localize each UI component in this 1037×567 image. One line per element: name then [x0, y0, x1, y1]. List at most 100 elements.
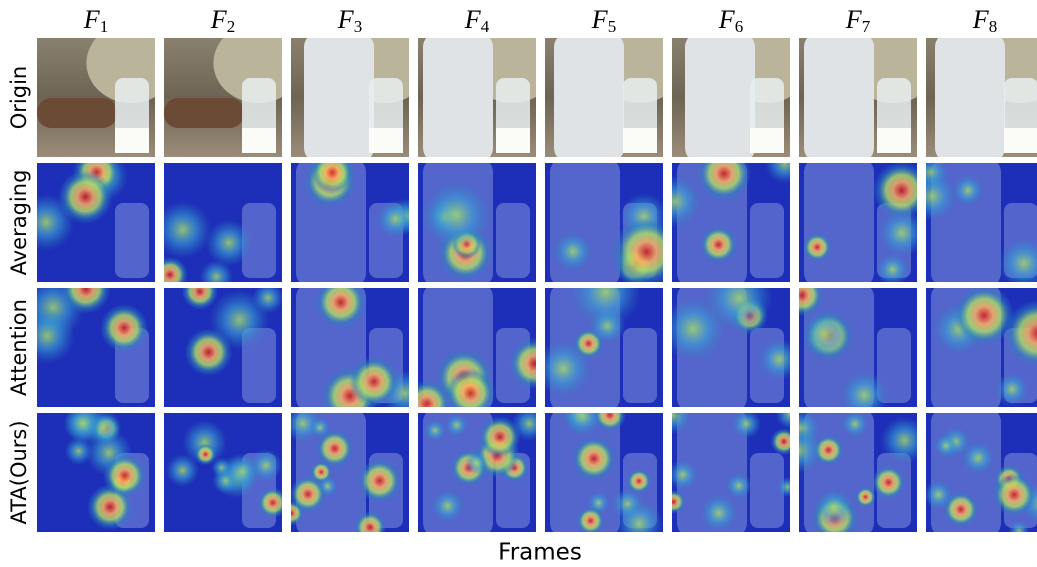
frame-content: [907, 155, 1037, 289]
column-symbol: F: [718, 5, 736, 34]
frame-image: [37, 402, 155, 532]
white-bottle: [304, 33, 374, 162]
heat-blob: [802, 312, 848, 358]
heat-blob: [726, 473, 752, 499]
white-bottle: [804, 33, 874, 162]
heat-blob: [311, 461, 333, 483]
heat-blob: [992, 473, 1035, 516]
milk: [1004, 128, 1037, 153]
frame-image: [418, 158, 536, 287]
baby-bottle-tint: [496, 203, 530, 278]
column-header: F3: [337, 5, 362, 36]
column-symbol: F: [845, 5, 863, 34]
heat-blob: [572, 436, 616, 480]
baby-bottle-tint: [115, 203, 149, 278]
frame-content: [164, 23, 303, 157]
frame-image: [649, 144, 805, 287]
milk: [623, 128, 657, 153]
white-bottle: [423, 33, 493, 162]
column-header: F8: [972, 5, 997, 36]
column-subscript: 6: [735, 17, 744, 36]
heat-blob: [465, 451, 488, 474]
heat-blob: [700, 226, 737, 263]
frame-image: [291, 277, 429, 425]
column-header: F1: [83, 5, 108, 36]
column-symbol: F: [464, 5, 482, 34]
heat-blob: [103, 454, 146, 497]
frame-image: [545, 23, 684, 162]
frame-content: [279, 405, 409, 544]
image-grid: [18, 23, 1037, 547]
frame-image: [152, 163, 282, 293]
heat-blob: [662, 490, 686, 514]
column-subscript: 7: [862, 17, 871, 36]
frame-content: [418, 406, 547, 537]
heat-blob: [535, 340, 592, 397]
row-label: ATA(Ours): [7, 420, 31, 524]
heat-blob: [358, 459, 402, 503]
heat-blob: [616, 500, 663, 547]
frame-content: [661, 264, 800, 412]
heat-blob: [252, 282, 283, 313]
figure: Frames F1F2F3F4F5F6F7F8OriginAveragingAt…: [0, 0, 1037, 567]
heat-blob: [376, 200, 415, 239]
column-header: F2: [210, 5, 235, 36]
heat-blob: [803, 233, 832, 262]
baby-bottle-tint: [623, 328, 657, 403]
heat-blob: [855, 487, 876, 508]
heat-blob: [166, 454, 199, 487]
heat-blob: [185, 329, 232, 376]
column-header: F6: [718, 5, 743, 36]
heat-blob: [881, 417, 928, 464]
heat-blob: [1008, 520, 1029, 541]
frame-image: [164, 273, 284, 407]
frame-content: [291, 23, 430, 162]
frame-content: [291, 277, 429, 425]
heat-blob: [211, 458, 231, 478]
heat-blob: [873, 162, 930, 219]
frame-content: [545, 23, 684, 162]
frame-content: [781, 274, 917, 419]
frame-content: [18, 149, 155, 282]
heat-blob: [421, 180, 491, 250]
column-subscript: 8: [989, 17, 998, 36]
arm: [164, 98, 244, 128]
heat-blob: [814, 488, 853, 527]
heat-blob: [445, 368, 495, 418]
frame-image: [799, 23, 938, 162]
heat-blob: [424, 419, 446, 441]
heat-blob: [445, 414, 468, 437]
frame-image: [418, 23, 557, 162]
frame-image: [403, 283, 561, 427]
frame-image: [799, 158, 930, 287]
frame-content: [924, 408, 1037, 542]
frame-image: [164, 413, 288, 532]
frame-image: [545, 158, 681, 287]
frame-image: [661, 264, 800, 412]
heat-blob: [732, 409, 762, 439]
row-label: Attention: [7, 299, 31, 396]
white-bottle: [554, 33, 624, 162]
frame-content: [37, 402, 155, 532]
frame-content: [776, 408, 928, 541]
white-bottle: [685, 33, 755, 162]
heat-blob: [479, 416, 521, 458]
frame-image: [672, 23, 811, 162]
heat-blob: [840, 371, 888, 419]
heat-blob: [953, 175, 984, 206]
heat-blob: [627, 469, 652, 494]
frame-image: [545, 396, 663, 547]
column-subscript: 1: [100, 17, 109, 36]
frame-image: [291, 23, 430, 162]
column-symbol: F: [591, 5, 609, 34]
frame-image: [164, 23, 303, 157]
row-label: Averaging: [7, 170, 31, 276]
heat-blob: [576, 507, 604, 535]
column-header: F7: [845, 5, 871, 36]
heat-blob: [154, 201, 212, 259]
frame-content: [545, 396, 663, 547]
heat-blob: [354, 511, 386, 543]
heat-blob: [310, 417, 330, 437]
column-symbol: F: [210, 5, 228, 34]
frame-content: [418, 23, 557, 162]
